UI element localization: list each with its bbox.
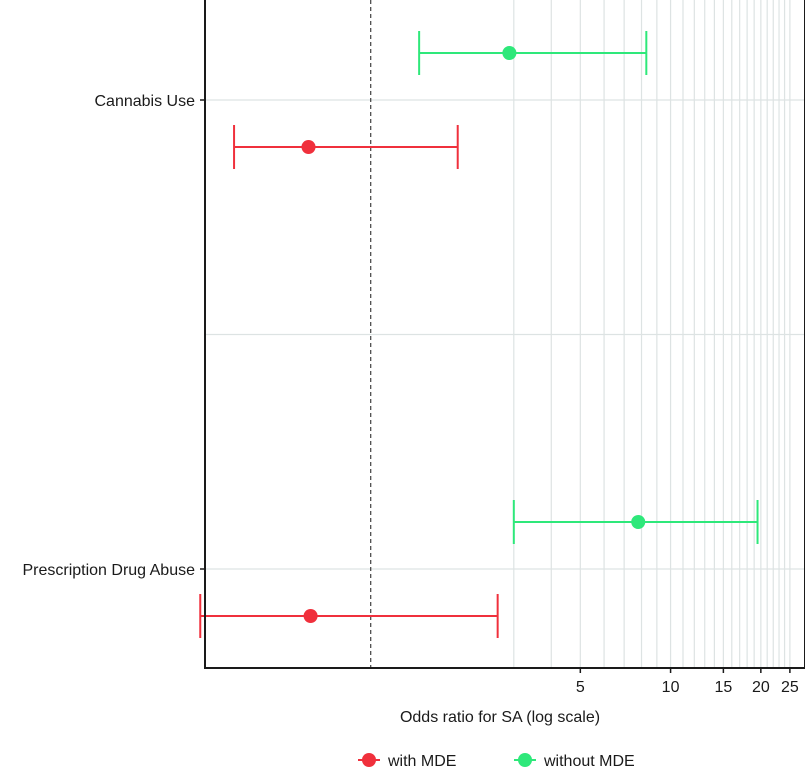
legend-item: with MDE [358, 753, 456, 770]
y-tick-label: Prescription Drug Abuse [22, 562, 195, 579]
legend-label: with MDE [387, 753, 456, 770]
point-estimate [631, 515, 646, 529]
legend-item: without MDE [514, 753, 635, 770]
plot-panel-border [204, 0, 805, 669]
x-tick-label: 15 [714, 679, 732, 696]
legend-label: without MDE [543, 753, 635, 770]
x-tick-label: 20 [752, 679, 770, 696]
legend-marker [518, 753, 532, 767]
ci-group [418, 31, 648, 75]
legend-marker [362, 753, 376, 767]
ci-group [199, 594, 499, 638]
ci-group [233, 125, 459, 169]
x-tick-label: 5 [576, 679, 585, 696]
point-estimate [502, 46, 517, 60]
x-axis: 5 10 15 20 25 [576, 668, 799, 696]
y-tick-label: Cannabis Use [95, 93, 196, 110]
x-axis-title: Odds ratio for SA (log scale) [400, 709, 600, 726]
ci-group [512, 500, 759, 544]
x-tick-label: 10 [662, 679, 680, 696]
point-estimate [301, 140, 316, 154]
y-axis: Cannabis Use Prescription Drug Abuse [22, 93, 205, 579]
x-tick-label: 25 [781, 679, 799, 696]
data-marks [199, 31, 759, 638]
legend: with MDE without MDE [358, 753, 635, 770]
gridlines [205, 0, 805, 668]
point-estimate [303, 609, 318, 623]
